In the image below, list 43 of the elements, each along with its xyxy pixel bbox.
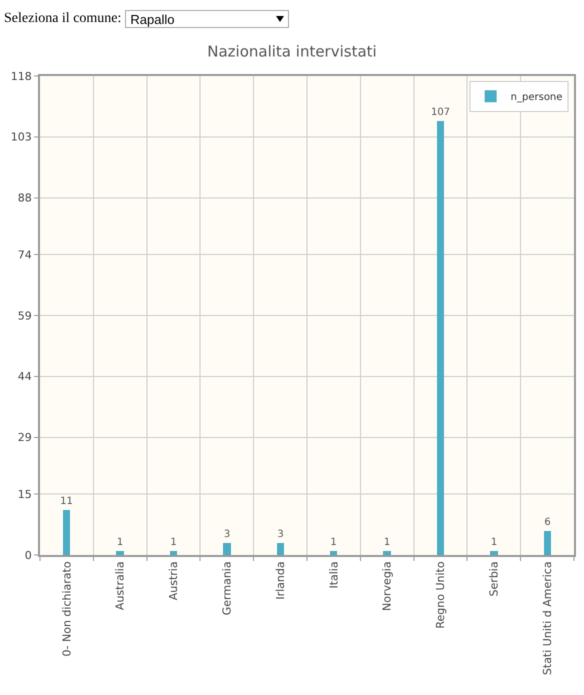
- y-tick-label: 0: [24, 548, 32, 562]
- data-label: 3: [224, 529, 230, 540]
- chart-title: Nazionalita intervistati: [207, 42, 377, 60]
- dropdown: Rapallo: [125, 10, 290, 28]
- x-tick-label: Stati Uniti d America: [540, 561, 554, 676]
- y-tick-label: 118: [10, 70, 32, 83]
- bar: [223, 543, 231, 555]
- data-label: 11: [60, 496, 73, 507]
- data-label: 1: [490, 537, 498, 548]
- y-tick-label: 74: [18, 248, 32, 262]
- bar: [63, 510, 70, 555]
- bar: [544, 531, 551, 555]
- x-tick-label: Irlanda: [274, 561, 287, 600]
- data-label: 6: [544, 517, 551, 528]
- data-label: 107: [430, 107, 450, 118]
- x-tick-label: Austria: [167, 561, 180, 600]
- x-tick-label: 0- Non dichiarato: [60, 561, 74, 656]
- bar: [437, 121, 444, 555]
- x-tick-label: Germania: [220, 561, 234, 616]
- x-tick-label: Australia: [114, 561, 127, 610]
- bar: [116, 551, 124, 555]
- text: Seleziona il comune:: [4, 11, 122, 27]
- y-tick-label: 29: [18, 431, 32, 444]
- y-tick-label: 103: [10, 130, 32, 144]
- y-tick-label: 59: [18, 309, 32, 322]
- data-label: 3: [277, 529, 284, 540]
- x-tick-label: Regno Unito: [434, 561, 448, 629]
- y-tick-label: 15: [18, 488, 32, 501]
- bar: [383, 551, 391, 555]
- bar: [277, 543, 284, 555]
- x-tick-label: Italia: [327, 561, 340, 589]
- data-label: 1: [384, 537, 390, 548]
- bar: [170, 551, 177, 555]
- data-label: 1: [330, 537, 337, 548]
- data-label: 1: [116, 537, 124, 548]
- y-tick-label: 88: [18, 192, 32, 205]
- y-tick-label: 44: [18, 370, 32, 384]
- legend-label: n_persone: [510, 92, 562, 104]
- bar: [330, 551, 337, 555]
- data-label: 1: [170, 537, 177, 548]
- x-tick-label: Serbia: [487, 561, 500, 596]
- x-tick-label: Norvegia: [380, 561, 394, 611]
- bar: [490, 551, 498, 555]
